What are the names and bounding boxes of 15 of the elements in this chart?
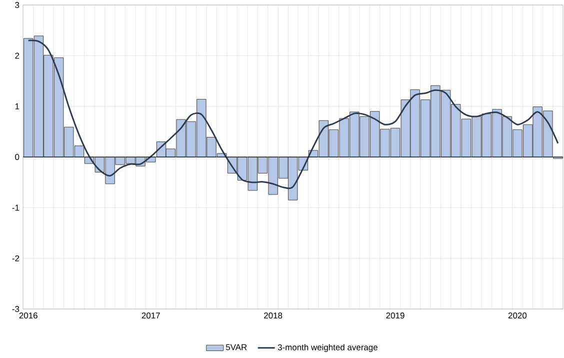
legend-label: 3-month weighted average bbox=[278, 344, 378, 352]
x-tick-label: 2017 bbox=[142, 312, 160, 319]
y-tick-label: 0 bbox=[15, 154, 20, 160]
y-tick-label: -1 bbox=[12, 204, 20, 211]
y-tick-label: 2 bbox=[15, 52, 20, 59]
x-tick-label: 2020 bbox=[508, 312, 527, 319]
x-tick-label: 2018 bbox=[264, 312, 282, 319]
legend-label: 5VAR bbox=[226, 344, 247, 350]
y-tick-label: 3 bbox=[15, 2, 20, 8]
x-tick-label: 2016 bbox=[19, 312, 38, 319]
line-series bbox=[28, 40, 559, 189]
y-tick-label: 1 bbox=[15, 103, 20, 110]
y-tick-label: -3 bbox=[12, 306, 20, 312]
y-tick-label: -2 bbox=[12, 255, 20, 262]
x-tick-label: 2019 bbox=[386, 312, 404, 319]
